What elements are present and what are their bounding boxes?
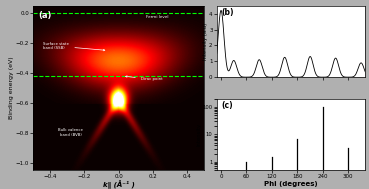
Text: (c): (c) [221, 101, 233, 110]
X-axis label: Phi (degrees): Phi (degrees) [264, 181, 318, 187]
Text: (b): (b) [221, 8, 234, 17]
Text: Dirac point: Dirac point [125, 76, 162, 81]
X-axis label: k∥ (Å⁻¹ ): k∥ (Å⁻¹ ) [103, 181, 135, 189]
Text: (a): (a) [38, 11, 52, 20]
Text: Fermi level: Fermi level [146, 15, 168, 19]
Y-axis label: Intensity (a.u): Intensity (a.u) [203, 23, 208, 60]
Text: Bulk valence
band (BVB): Bulk valence band (BVB) [58, 129, 83, 137]
Y-axis label: Intensity: Intensity [196, 123, 201, 146]
Text: Surface state
band (SSB): Surface state band (SSB) [44, 42, 105, 51]
Y-axis label: Binding energy (eV): Binding energy (eV) [9, 57, 14, 119]
